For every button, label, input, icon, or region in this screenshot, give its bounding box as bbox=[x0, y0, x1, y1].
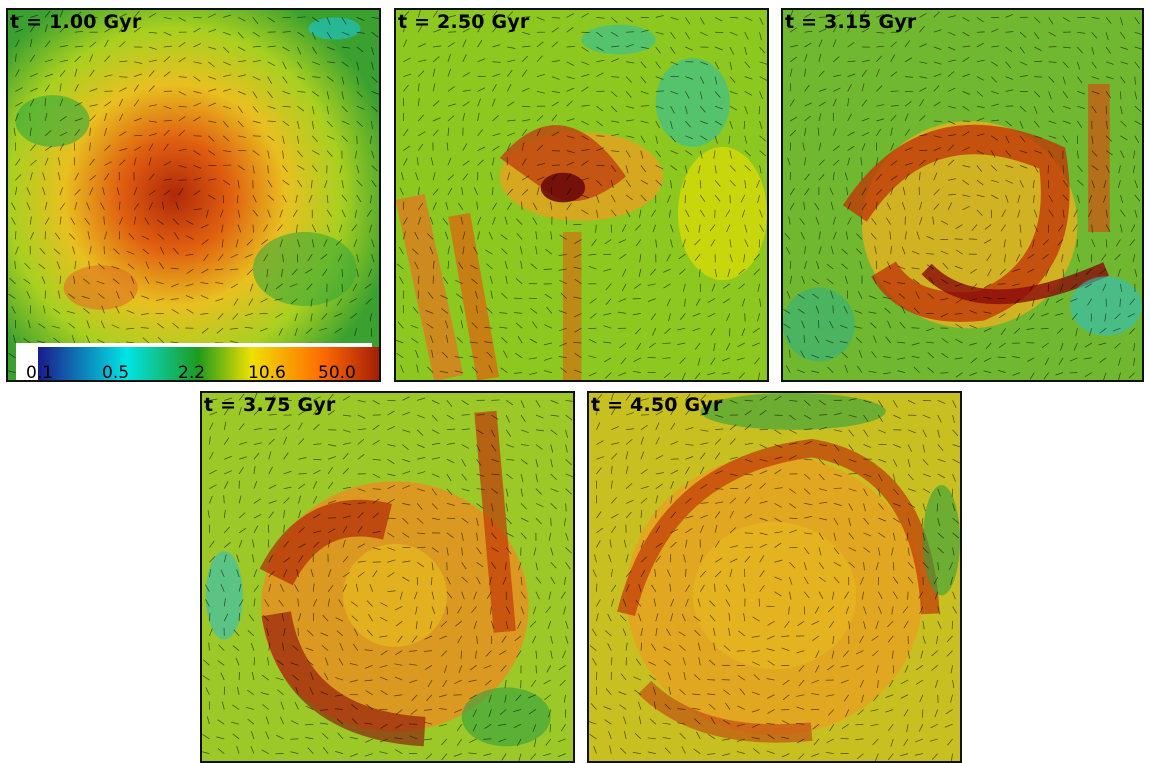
time-label: t = 3.15 Gyr bbox=[785, 11, 917, 33]
density-map bbox=[396, 10, 767, 380]
density-map bbox=[783, 10, 1142, 380]
colorbar-gradient bbox=[38, 347, 379, 380]
panel-4: t = 3.75 Gyr bbox=[200, 391, 575, 763]
density-map bbox=[589, 393, 960, 761]
time-label: t = 3.75 Gyr bbox=[204, 394, 336, 416]
time-label: t = 2.50 Gyr bbox=[398, 11, 530, 33]
colorbar-tick: 0.1 bbox=[26, 363, 54, 382]
density-map bbox=[8, 10, 379, 380]
colorbar: 0.1 0.5 2.2 10.6 50.0 bbox=[16, 343, 379, 382]
panel-2: t = 2.50 Gyr bbox=[394, 8, 769, 382]
panel-3: t = 3.15 Gyr bbox=[781, 8, 1144, 382]
colorbar-tick: 50.0 bbox=[318, 363, 356, 382]
panel-1: t = 1.00 Gyr 0.1 0.5 2.2 10.6 50.0 bbox=[6, 8, 381, 382]
time-label: t = 4.50 Gyr bbox=[591, 394, 723, 416]
time-label: t = 1.00 Gyr bbox=[10, 11, 142, 33]
colorbar-tick: 10.6 bbox=[248, 363, 286, 382]
density-map bbox=[202, 393, 573, 761]
colorbar-tick: 0.5 bbox=[102, 363, 130, 382]
colorbar-tick: 2.2 bbox=[178, 363, 206, 382]
panel-5: t = 4.50 Gyr bbox=[587, 391, 962, 763]
